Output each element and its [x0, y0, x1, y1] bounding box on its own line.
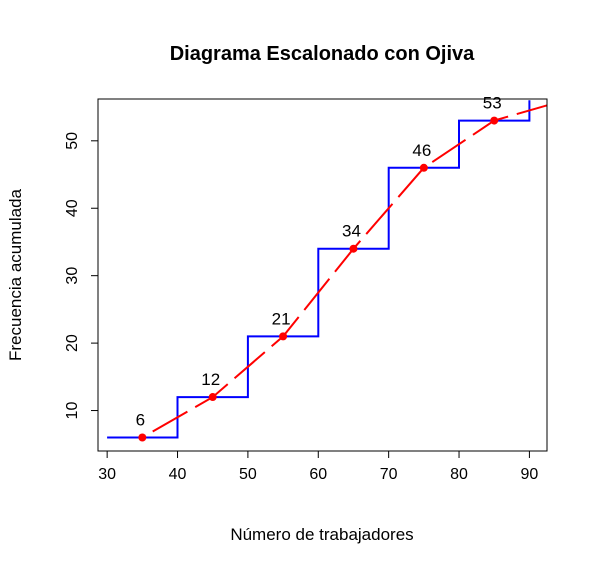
y-axis: 10 20 30 40 50: [64, 132, 99, 420]
x-tick-label: 60: [309, 466, 327, 483]
y-tick-label: 30: [64, 267, 81, 285]
x-axis: 30 40 50 60 70 80 90: [98, 450, 539, 483]
ogive-point: [138, 433, 147, 442]
ogive-point: [279, 332, 288, 341]
point-value-label: 21: [272, 309, 291, 328]
plot-frame: [97, 98, 548, 452]
ogive-point: [419, 163, 428, 172]
x-tick-label: 50: [239, 466, 257, 483]
x-tick-label: 30: [98, 466, 116, 483]
ogive-point: [490, 116, 499, 125]
y-tick-label: 20: [64, 334, 81, 352]
x-tick-label: 80: [450, 466, 468, 483]
step-series-line: [107, 100, 531, 439]
x-tick-label: 40: [169, 466, 187, 483]
ogive-point: [208, 393, 217, 402]
point-value-label: 46: [412, 141, 431, 160]
point-labels: 6 12 21 34 46 53: [136, 94, 502, 430]
y-axis-title: Frecuencia acumulada: [6, 188, 25, 361]
point-value-label: 34: [342, 222, 361, 241]
x-axis-title: Número de trabajadores: [230, 525, 413, 544]
plot-area: [97, 98, 548, 452]
point-value-label: 12: [201, 370, 220, 389]
y-tick-label: 10: [64, 402, 81, 420]
chart-title: Diagrama Escalonado con Ojiva: [170, 43, 475, 65]
ogive-point: [349, 244, 358, 253]
point-value-label: 6: [136, 411, 145, 430]
x-tick-label: 70: [380, 466, 398, 483]
point-value-label: 53: [483, 94, 502, 113]
y-tick-label: 50: [64, 132, 81, 150]
y-tick-label: 40: [64, 199, 81, 217]
x-tick-label: 90: [521, 466, 539, 483]
series-layer: [107, 100, 547, 442]
